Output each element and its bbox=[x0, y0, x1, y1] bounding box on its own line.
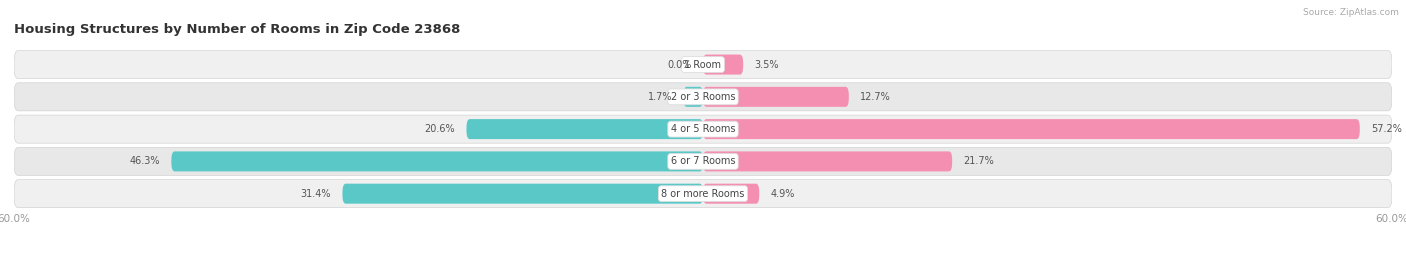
Text: 21.7%: 21.7% bbox=[963, 156, 994, 167]
FancyBboxPatch shape bbox=[14, 147, 1392, 175]
Text: 57.2%: 57.2% bbox=[1371, 124, 1402, 134]
Text: 12.7%: 12.7% bbox=[860, 92, 891, 102]
Text: Source: ZipAtlas.com: Source: ZipAtlas.com bbox=[1303, 8, 1399, 17]
Text: Housing Structures by Number of Rooms in Zip Code 23868: Housing Structures by Number of Rooms in… bbox=[14, 23, 460, 36]
FancyBboxPatch shape bbox=[703, 151, 952, 171]
FancyBboxPatch shape bbox=[343, 184, 703, 204]
Text: 1.7%: 1.7% bbox=[648, 92, 672, 102]
FancyBboxPatch shape bbox=[172, 151, 703, 171]
FancyBboxPatch shape bbox=[703, 184, 759, 204]
Text: 0.0%: 0.0% bbox=[666, 59, 692, 70]
Text: 2 or 3 Rooms: 2 or 3 Rooms bbox=[671, 92, 735, 102]
FancyBboxPatch shape bbox=[14, 180, 1392, 208]
Text: 4 or 5 Rooms: 4 or 5 Rooms bbox=[671, 124, 735, 134]
FancyBboxPatch shape bbox=[14, 51, 1392, 79]
Text: 1 Room: 1 Room bbox=[685, 59, 721, 70]
Text: 3.5%: 3.5% bbox=[755, 59, 779, 70]
Text: 4.9%: 4.9% bbox=[770, 189, 796, 199]
Text: 46.3%: 46.3% bbox=[129, 156, 160, 167]
FancyBboxPatch shape bbox=[14, 115, 1392, 143]
FancyBboxPatch shape bbox=[703, 87, 849, 107]
Text: 20.6%: 20.6% bbox=[425, 124, 456, 134]
Text: 6 or 7 Rooms: 6 or 7 Rooms bbox=[671, 156, 735, 167]
FancyBboxPatch shape bbox=[703, 119, 1360, 139]
FancyBboxPatch shape bbox=[467, 119, 703, 139]
FancyBboxPatch shape bbox=[14, 83, 1392, 111]
Text: 31.4%: 31.4% bbox=[301, 189, 330, 199]
Text: 8 or more Rooms: 8 or more Rooms bbox=[661, 189, 745, 199]
FancyBboxPatch shape bbox=[683, 87, 703, 107]
FancyBboxPatch shape bbox=[703, 55, 744, 75]
